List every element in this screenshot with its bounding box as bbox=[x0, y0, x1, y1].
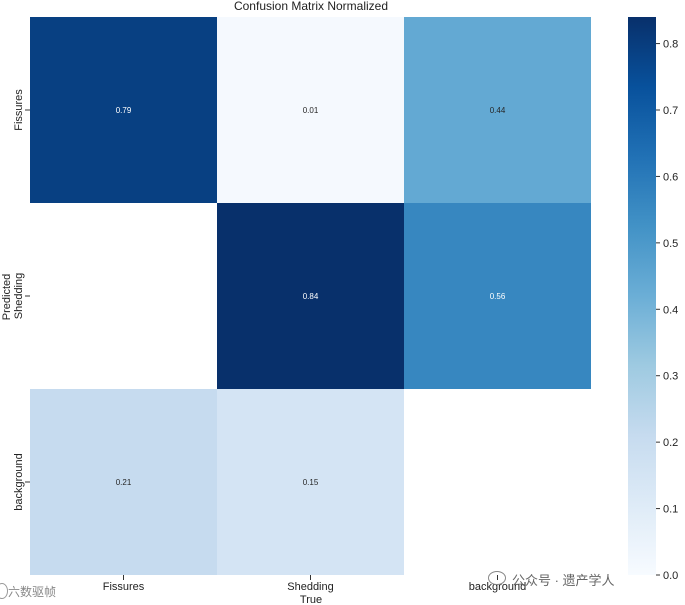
y-tick-label: Shedding bbox=[13, 273, 25, 320]
heatmap-cell bbox=[404, 17, 591, 203]
heatmap-cell bbox=[404, 203, 591, 389]
heatmap-cell bbox=[217, 17, 404, 203]
x-tick-label: Shedding bbox=[287, 581, 334, 593]
colorbar-tick-label: 0.5 bbox=[663, 238, 678, 250]
y-axis-ticks: Fissures Shedding background bbox=[13, 89, 30, 511]
watermark-wechat-icon bbox=[488, 571, 506, 585]
heatmap-cells bbox=[30, 17, 591, 575]
colorbar-ticks: 0.0 0.1 0.2 0.3 0.4 0.5 0.6 0.7 0.8 bbox=[656, 39, 678, 582]
colorbar-tick-label: 0.6 bbox=[663, 171, 678, 183]
heatmap-cell bbox=[217, 203, 404, 389]
watermark-right: 公众号 · 遗产学人 bbox=[512, 573, 615, 588]
cell-value-label: 0.15 bbox=[303, 478, 319, 487]
y-axis-title: Predicted bbox=[1, 274, 13, 320]
colorbar-tick-label: 0.8 bbox=[663, 39, 678, 51]
heatmap-cell bbox=[30, 17, 217, 203]
heatmap-cell bbox=[217, 389, 404, 575]
cell-value-label: 0.01 bbox=[303, 106, 319, 115]
cell-value-label: 0.84 bbox=[303, 292, 319, 301]
chart-title: Confusion Matrix Normalized bbox=[234, 0, 388, 13]
cell-value-label: 0.44 bbox=[490, 106, 506, 115]
cell-value-label: 0.56 bbox=[490, 292, 506, 301]
colorbar-tick-label: 0.4 bbox=[663, 304, 678, 316]
colorbar-tick-label: 0.3 bbox=[663, 371, 678, 383]
colorbar-tick-label: 0.0 bbox=[663, 570, 678, 582]
x-axis-title: True bbox=[300, 594, 322, 605]
colorbar-tick-label: 0.2 bbox=[663, 437, 678, 449]
cell-value-label: 0.21 bbox=[116, 478, 132, 487]
watermark-left-icon bbox=[0, 583, 8, 599]
x-tick-label: background bbox=[469, 581, 527, 593]
x-tick-label: Fissures bbox=[103, 581, 145, 593]
colorbar-tick-label: 0.7 bbox=[663, 105, 678, 117]
y-tick-label: Fissures bbox=[13, 89, 25, 131]
colorbar-tick-label: 0.1 bbox=[663, 504, 678, 516]
y-tick-label: background bbox=[13, 453, 25, 511]
cell-value-label: 0.79 bbox=[116, 106, 132, 115]
heatmap-cell bbox=[30, 389, 217, 575]
watermark-left: 六数驱帧 bbox=[8, 585, 57, 599]
colorbar bbox=[628, 17, 656, 575]
x-axis-ticks: Fissures Shedding background bbox=[103, 575, 527, 593]
heatmap-cell-labels: 0.79 0.01 0.44 0.84 0.56 0.21 0.15 bbox=[116, 106, 506, 487]
